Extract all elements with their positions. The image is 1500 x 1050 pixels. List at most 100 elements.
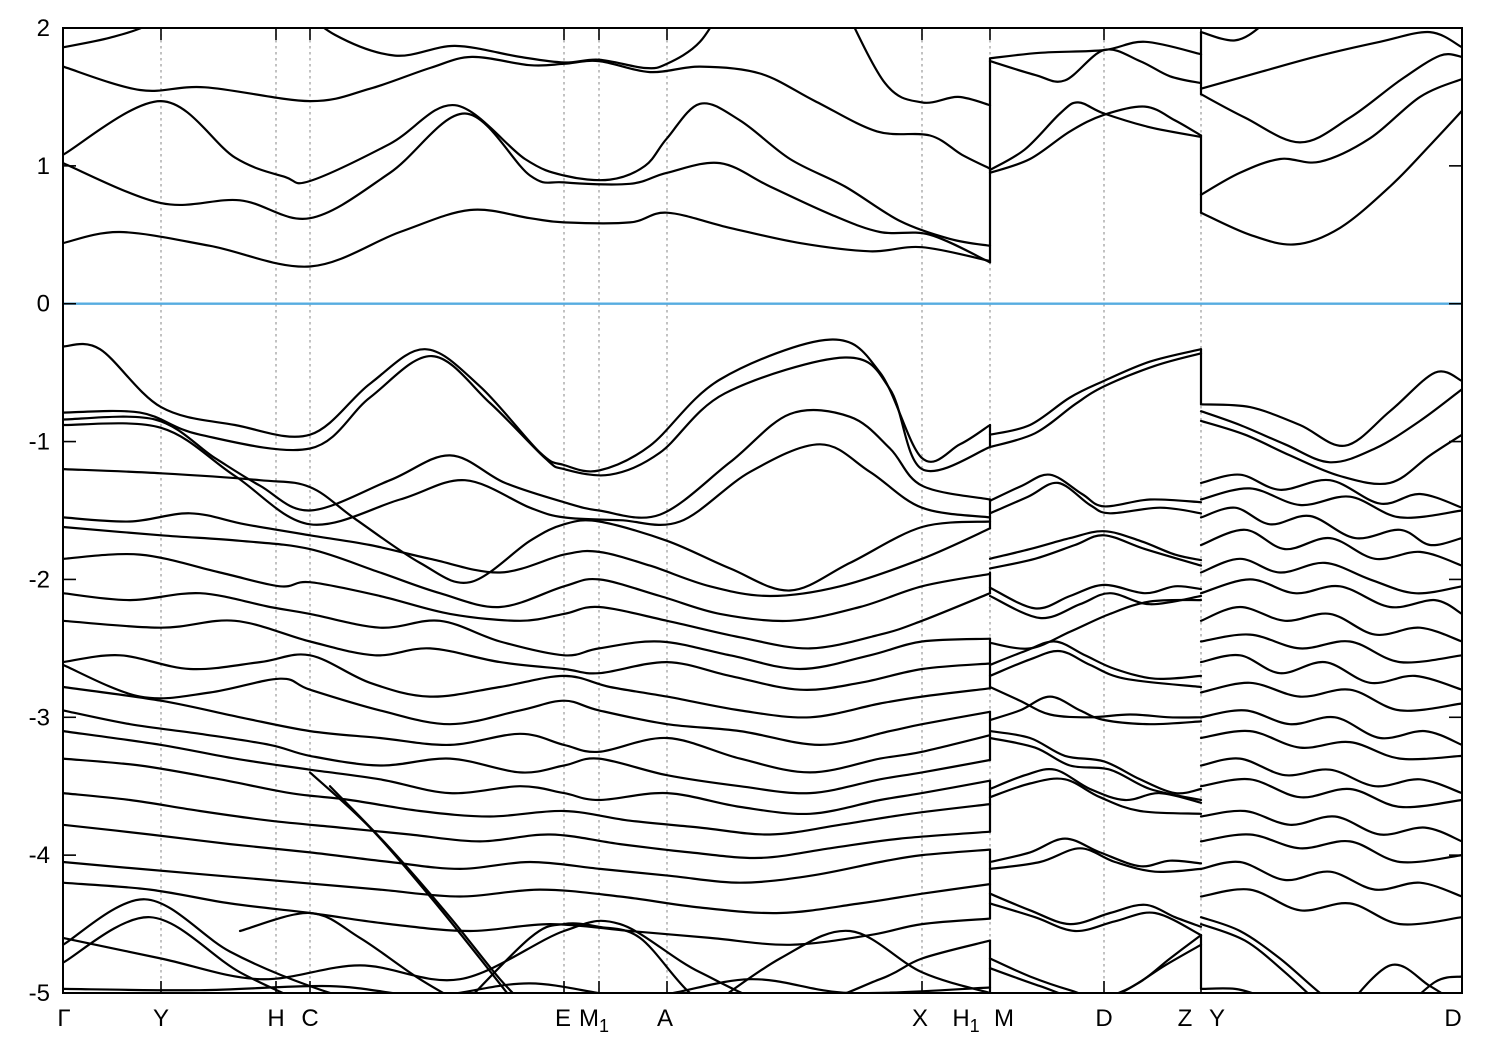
band-curve <box>988 902 1203 937</box>
band-curve <box>1199 473 1463 509</box>
y-axis-label: -3 <box>29 704 50 731</box>
band-curve <box>1199 30 1463 90</box>
band-curve <box>853 27 992 107</box>
band-curve <box>988 730 1203 795</box>
band-curve <box>988 640 1203 681</box>
y-axis-label: 1 <box>37 153 50 180</box>
band-curve <box>1199 633 1463 664</box>
band-curve <box>1199 419 1463 486</box>
band-curve <box>988 48 1203 85</box>
band-curve <box>988 583 1203 610</box>
band-curve <box>62 422 992 526</box>
band-curve <box>988 685 1203 719</box>
y-axis-label-group: 2 1 0 -1 -2 -3 -4 -5 <box>29 15 50 1007</box>
band-curve <box>988 473 1203 508</box>
band-curve <box>1199 557 1463 595</box>
band-curve <box>238 911 448 994</box>
y-axis-label: -5 <box>29 980 50 1007</box>
band-curve <box>1356 963 1445 994</box>
band-group <box>62 27 1463 994</box>
band-curve <box>988 598 1203 650</box>
tick-group <box>62 27 1463 994</box>
y-axis-label: 2 <box>37 15 50 42</box>
band-curve <box>62 919 992 994</box>
band-curve <box>62 730 992 816</box>
band-curve <box>725 929 992 994</box>
band-curve <box>62 408 992 519</box>
band-curve <box>62 27 147 49</box>
y-axis-label: -1 <box>29 429 50 456</box>
band-curve <box>988 101 1203 172</box>
band-curve <box>62 685 992 774</box>
band-curve <box>988 105 1203 174</box>
band-curve <box>988 768 1203 804</box>
y-axis-label: -4 <box>29 842 50 869</box>
band-curve <box>1199 833 1463 864</box>
band-curve <box>1199 709 1463 746</box>
band-curve <box>62 709 992 795</box>
band-curve <box>62 112 992 264</box>
band-curve <box>62 898 337 994</box>
x-axis-label: H1 <box>952 1005 979 1036</box>
band-curve <box>1199 605 1463 643</box>
x-axis-label: Y <box>153 1005 169 1032</box>
band-curve <box>988 695 1203 726</box>
x-axis-label-group: Γ Y H C E M1 A X H1 M D Z Y D <box>57 1005 1461 1036</box>
band-curve <box>1199 77 1463 196</box>
band-curve <box>62 653 992 719</box>
band-curve <box>1199 681 1463 712</box>
band-curve <box>988 530 1203 562</box>
x-axis-label: Y <box>1209 1005 1225 1032</box>
band-curve <box>988 649 1203 689</box>
band-curve <box>308 771 510 994</box>
band-curve <box>1199 578 1463 615</box>
band-curve <box>988 847 1203 874</box>
band-curve <box>1199 53 1463 144</box>
band-curve <box>1199 388 1463 464</box>
band-curve <box>62 619 992 691</box>
band-curve <box>62 99 992 247</box>
band-curve <box>1199 757 1463 795</box>
band-curve <box>988 592 1203 620</box>
band-curve <box>62 338 992 473</box>
band-curve <box>62 468 992 592</box>
x-axis-label: X <box>912 1005 928 1032</box>
band-curve <box>320 27 713 70</box>
x-axis-label: Z <box>1178 1005 1193 1032</box>
band-curve <box>62 978 992 994</box>
band-curve <box>328 785 516 994</box>
band-curve <box>988 892 1203 928</box>
band-curve <box>1199 109 1463 246</box>
band-curve <box>1418 975 1463 994</box>
band-curve <box>1199 777 1463 809</box>
band-curve <box>1199 506 1463 547</box>
band-curve <box>1199 888 1463 926</box>
band-curve <box>1199 729 1463 761</box>
band-curve <box>1199 916 1324 994</box>
band-curve <box>988 352 1203 449</box>
band-curve <box>1199 487 1463 519</box>
band-curve <box>988 943 1203 994</box>
x-axis-label: C <box>301 1005 318 1032</box>
band-curve <box>1199 809 1463 843</box>
x-axis-label: H <box>267 1005 284 1032</box>
band-curve <box>988 777 1203 815</box>
x-axis-label: A <box>657 1005 673 1032</box>
band-curve <box>1199 860 1463 898</box>
band-curve <box>62 792 992 860</box>
band-curve <box>1199 27 1262 42</box>
x-axis-label: D <box>1095 1005 1112 1032</box>
band-curve <box>1199 987 1259 994</box>
x-axis-label: M1 <box>579 1005 609 1036</box>
x-axis-label: M <box>994 1005 1014 1032</box>
y-axis-label: 0 <box>37 291 50 318</box>
band-curve <box>62 881 992 946</box>
band-curve <box>988 934 1203 994</box>
band-curve <box>62 512 992 598</box>
x-axis-label: D <box>1444 1005 1461 1032</box>
band-curve <box>988 348 1203 436</box>
band-curve <box>1199 653 1463 691</box>
band-curve <box>62 55 992 170</box>
band-curve <box>988 481 1203 515</box>
